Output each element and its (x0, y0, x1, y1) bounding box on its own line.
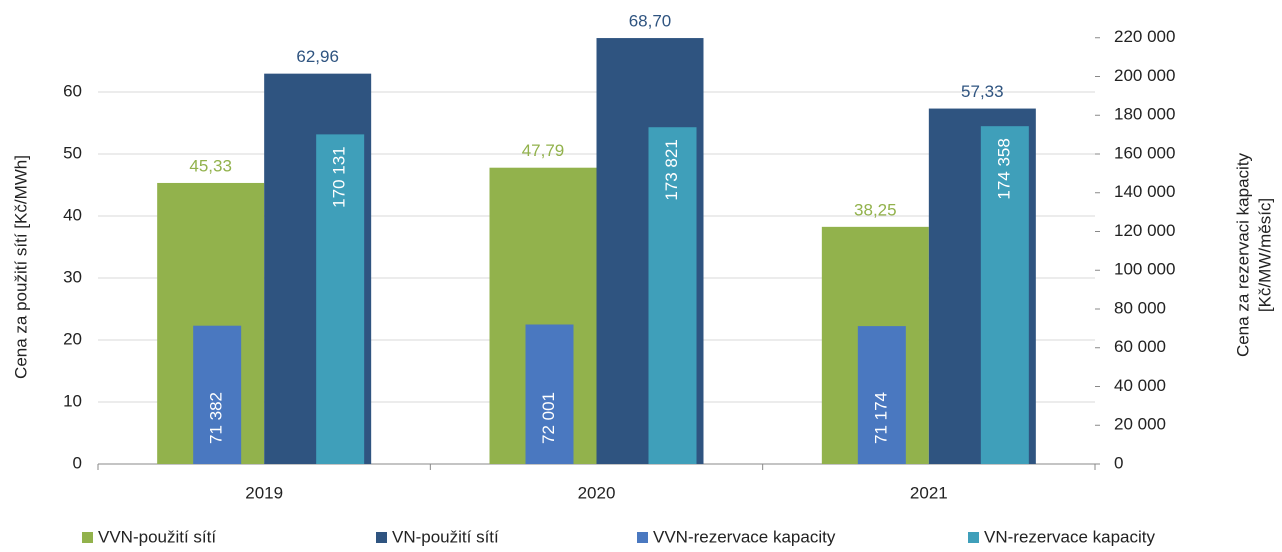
data-label: 45,33 (189, 156, 232, 175)
y-axis-title: Cena za použití sítí [Kč/MWh] (11, 155, 30, 379)
y2-tick-label: 140 000 (1114, 182, 1175, 201)
data-label: 57,33 (961, 82, 1004, 101)
y2-tick-label: 200 000 (1114, 66, 1175, 85)
data-label: 68,70 (629, 12, 672, 31)
legend-swatch (637, 532, 648, 543)
y2-tick-label: 120 000 (1114, 221, 1175, 240)
bar (316, 134, 365, 464)
bar (857, 326, 906, 464)
data-label: 71 174 (871, 392, 890, 444)
y2-tick-label: 180 000 (1114, 105, 1175, 124)
legend-label: VVN-použití sítí (98, 527, 216, 546)
legend-swatch (376, 532, 387, 543)
y2-axis-title: Cena za rezervaci kapacity (1233, 152, 1252, 357)
y2-tick-label: 40 000 (1114, 376, 1166, 395)
data-label: 174 358 (994, 138, 1013, 199)
y-tick-label: 40 (63, 205, 82, 224)
data-label: 170 131 (330, 146, 349, 207)
y-tick-label: 20 (63, 329, 82, 348)
bar (648, 127, 697, 465)
data-label: 62,96 (296, 47, 339, 66)
data-label: 38,25 (854, 200, 897, 219)
data-label: 72 001 (539, 392, 558, 444)
x-tick-label: 2021 (910, 483, 948, 502)
bar (525, 324, 574, 464)
y2-tick-label: 220 000 (1114, 27, 1175, 46)
y-tick-label: 60 (63, 81, 82, 100)
y2-axis-title: [Kč/MW/měsíc] (1255, 198, 1274, 312)
legend-label: VVN-rezervace kapacity (653, 527, 836, 546)
legend-label: VN-rezervace kapacity (984, 527, 1156, 546)
data-label: 47,79 (522, 141, 565, 160)
legend-swatch (82, 532, 93, 543)
y-tick-label: 0 (73, 453, 82, 472)
bar (193, 325, 242, 464)
y2-tick-label: 60 000 (1114, 337, 1166, 356)
data-label: 173 821 (662, 139, 681, 200)
y2-tick-label: 0 (1114, 453, 1123, 472)
legend-swatch (968, 532, 979, 543)
y-tick-label: 50 (63, 143, 82, 162)
y2-tick-label: 20 000 (1114, 415, 1166, 434)
legend-label: VN-použití sítí (392, 527, 499, 546)
y-tick-label: 30 (63, 267, 82, 286)
y2-tick-label: 100 000 (1114, 260, 1175, 279)
y-tick-label: 10 (63, 391, 82, 410)
x-tick-label: 2019 (245, 483, 283, 502)
bar (980, 126, 1029, 465)
y2-tick-label: 80 000 (1114, 298, 1166, 317)
y2-tick-label: 160 000 (1114, 143, 1175, 162)
x-tick-label: 2020 (578, 483, 616, 502)
data-label: 71 382 (207, 392, 226, 444)
